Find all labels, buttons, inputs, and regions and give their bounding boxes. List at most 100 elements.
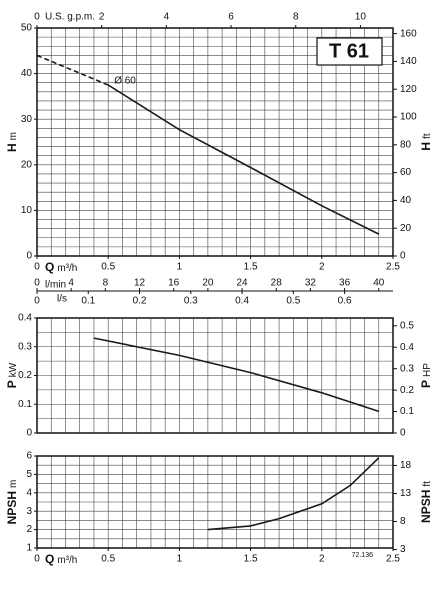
y-tick-label: 3 xyxy=(26,506,32,517)
plot-frame xyxy=(36,27,394,257)
top-tick-label: 0 xyxy=(34,12,40,23)
extra-tick-label: 0.3 xyxy=(184,296,198,307)
axis-label-unit: m xyxy=(8,132,19,140)
extra-axis-label: l/s xyxy=(57,294,67,305)
y-tick-label: 1 xyxy=(26,543,32,554)
axis-label: NPSH m xyxy=(5,480,19,525)
extra-tick-label: 0 xyxy=(34,278,40,289)
y2-tick-label: 8 xyxy=(400,516,406,527)
curve xyxy=(36,54,109,86)
x-tick-label: 2.5 xyxy=(386,554,400,565)
y-tick-label: 0.3 xyxy=(18,341,32,352)
figure-code: 72.136 xyxy=(352,552,374,559)
top-tick-label: 10 xyxy=(355,12,367,23)
y2-tick-label: 100 xyxy=(400,112,417,123)
y2-tick-label: 60 xyxy=(400,167,412,178)
extra-tick-label: 24 xyxy=(236,278,248,289)
x-tick-label: 1 xyxy=(177,554,183,565)
extra-tick-label: 36 xyxy=(339,278,351,289)
extra-tick-label: 4 xyxy=(68,278,74,289)
x-axis-label-name: Q xyxy=(45,552,54,566)
y-tick-label: 5 xyxy=(26,469,32,480)
y2-tick-label: 0.3 xyxy=(400,363,414,374)
axis-label-unit: m xyxy=(8,480,19,488)
y2-tick-label: 0 xyxy=(400,251,406,262)
axis-label: Hm xyxy=(5,132,19,152)
top-tick-label: 2 xyxy=(99,12,105,23)
y-tick-label: 20 xyxy=(21,159,33,170)
axis-label-name: P xyxy=(419,380,433,388)
extra-tick-label: 0.2 xyxy=(133,296,147,307)
plot-frame xyxy=(36,455,394,549)
y-tick-label: 0.1 xyxy=(18,399,32,410)
y2-tick-label: 0.4 xyxy=(400,342,414,353)
x-tick-label: 1.5 xyxy=(244,554,258,565)
y2-tick-label: 0.2 xyxy=(400,385,414,396)
y-tick-label: 0 xyxy=(26,428,32,439)
axis-label-unit: ft xyxy=(422,133,433,139)
x-tick-label: 0.5 xyxy=(101,554,115,565)
y2-tick-label: 18 xyxy=(400,460,412,471)
axis-label: P HP xyxy=(419,363,433,388)
y-tick-label: 40 xyxy=(21,68,33,79)
y-tick-label: 30 xyxy=(21,114,33,125)
axis-label: Hft xyxy=(419,133,433,150)
y2-tick-label: 13 xyxy=(400,488,412,499)
x-tick-label: 0.5 xyxy=(101,262,115,273)
y-tick-label: 0.2 xyxy=(18,370,32,381)
y2-tick-label: 3 xyxy=(400,544,406,555)
y2-tick-label: 0 xyxy=(400,428,406,439)
y2-tick-label: 40 xyxy=(400,195,412,206)
x-axis-label-name: Q xyxy=(45,260,54,274)
y2-tick-label: 160 xyxy=(400,28,417,39)
axis-label-name: H xyxy=(419,142,433,151)
x-tick-label: 1.5 xyxy=(244,262,258,273)
y2-tick-label: 140 xyxy=(400,56,417,67)
y-tick-label: 4 xyxy=(26,487,32,498)
top-axis-label: U.S. g.p.m. xyxy=(45,12,95,23)
extra-tick-label: 28 xyxy=(271,278,283,289)
x-axis-label-unit: m³/h xyxy=(57,263,77,274)
x-axis-label-unit: m³/h xyxy=(57,555,77,566)
extra-tick-label: 0.5 xyxy=(286,296,300,307)
axis-label-unit: kW xyxy=(8,362,19,377)
y2-tick-label: 0.5 xyxy=(400,320,414,331)
axis-label-name: NPSH xyxy=(419,490,433,523)
y2-tick-label: 20 xyxy=(400,223,412,234)
top-tick-label: 4 xyxy=(164,12,170,23)
extra-tick-label: 0 xyxy=(34,296,40,307)
y-tick-label: 0 xyxy=(26,251,32,262)
axis-label-unit: HP xyxy=(422,363,433,377)
y-tick-label: 0.4 xyxy=(18,313,32,324)
y-tick-label: 10 xyxy=(21,205,33,216)
y2-tick-label: 80 xyxy=(400,139,412,150)
axis-label-name: H xyxy=(5,143,19,152)
y2-tick-label: 120 xyxy=(400,84,417,95)
x-tick-label: 2 xyxy=(319,554,325,565)
extra-tick-label: 8 xyxy=(103,278,109,289)
x-tick-label: 1 xyxy=(177,262,183,273)
extra-tick-label: 0.6 xyxy=(338,296,352,307)
y-tick-label: 50 xyxy=(21,23,33,34)
curve-annotation: Ø 60 xyxy=(114,76,136,87)
x-tick-label: 2 xyxy=(319,262,325,273)
axis-label-name: NPSH xyxy=(5,491,19,524)
y2-tick-label: 0.1 xyxy=(400,406,414,417)
axis-label-name: P xyxy=(5,380,19,388)
y-tick-label: 2 xyxy=(26,524,32,535)
top-tick-label: 8 xyxy=(293,12,299,23)
extra-tick-label: 16 xyxy=(168,278,180,289)
curve xyxy=(207,457,380,531)
x-tick-label: 2.5 xyxy=(386,262,400,273)
extra-tick-label: 40 xyxy=(373,278,385,289)
x-tick-label: 0 xyxy=(34,554,40,565)
extra-tick-label: 0.4 xyxy=(235,296,249,307)
chart-title: T 61 xyxy=(329,40,369,62)
extra-tick-label: 20 xyxy=(202,278,214,289)
axis-label: PkW xyxy=(5,362,19,388)
extra-tick-label: 0.1 xyxy=(81,296,95,307)
extra-tick-label: 12 xyxy=(134,278,146,289)
title-box xyxy=(316,37,383,66)
